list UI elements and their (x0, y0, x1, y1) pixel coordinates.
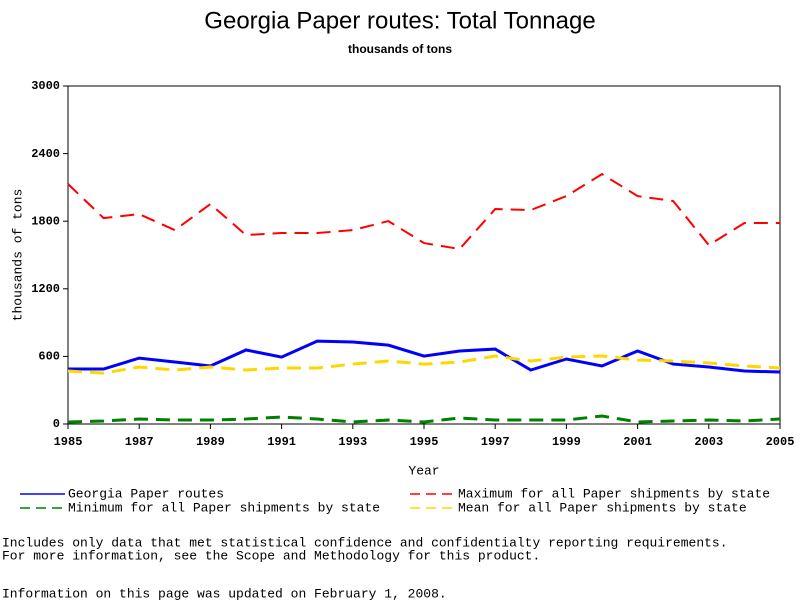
x-tick-label: 1995 (410, 435, 439, 449)
x-tick-label: 1991 (267, 435, 296, 449)
series-line (67, 172, 780, 251)
x-tick-label: 1985 (54, 435, 83, 449)
x-tick-label: 2005 (766, 435, 795, 449)
x-tick-label: 1987 (125, 435, 154, 449)
x-axis-label: Year (408, 463, 439, 478)
series-line (67, 414, 781, 424)
y-tick-label: 3000 (31, 79, 60, 93)
legend-label: Maximum for all Paper shipments by state (458, 486, 770, 501)
series-line (67, 354, 781, 375)
y-axis-label: thousands of tons (10, 189, 25, 322)
footnote: For more information, see the Scope and … (2, 548, 540, 563)
y-tick-label: 600 (38, 350, 60, 364)
legend-label: Minimum for all Paper shipments by state (68, 500, 380, 515)
y-tick-label: 0 (53, 417, 60, 431)
x-tick-label: 1989 (196, 435, 225, 449)
y-tick-label: 1200 (31, 282, 60, 296)
x-tick-label: 1997 (481, 435, 510, 449)
x-tick-label: 1993 (338, 435, 367, 449)
y-tick-label: 2400 (31, 147, 60, 161)
chart-subtitle: thousands of tons (348, 42, 452, 56)
y-tick-label: 1800 (31, 214, 60, 228)
plot-frame (67, 85, 781, 425)
x-tick-label: 2003 (694, 435, 723, 449)
x-tick-label: 1999 (552, 435, 581, 449)
footnote: Includes only data that met statistical … (2, 535, 728, 550)
x-tick-label: 2001 (623, 435, 652, 449)
footnote: Information on this page was updated on … (2, 586, 447, 600)
series-line (68, 339, 781, 374)
legend-label: Mean for all Paper shipments by state (458, 500, 747, 515)
legend-label: Georgia Paper routes (68, 486, 224, 501)
chart-title: Georgia Paper routes: Total Tonnage (204, 7, 595, 34)
